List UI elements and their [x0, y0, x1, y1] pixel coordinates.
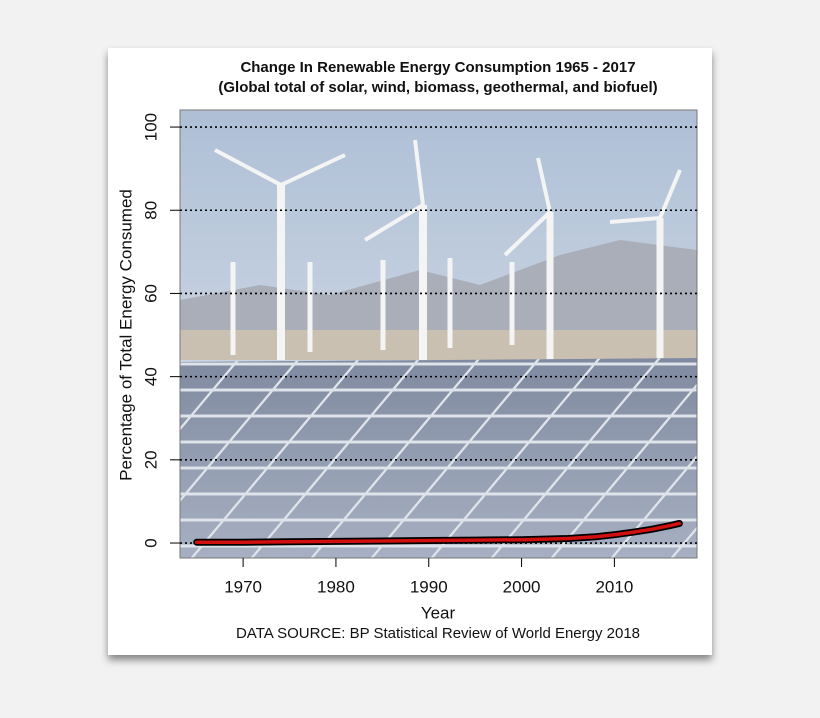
chart-subtitle: (Global total of solar, wind, biomass, g… [218, 79, 657, 96]
y-tick-label: 20 [141, 450, 160, 469]
line [194, 521, 682, 544]
y-tick-label: 60 [141, 284, 160, 303]
x-tick-label: 2000 [503, 577, 541, 596]
x-tick-label: 1970 [224, 577, 262, 596]
source-note: DATA SOURCE: BP Statistical Review of Wo… [236, 625, 640, 642]
y-tick-label: 100 [141, 113, 160, 141]
plot-frame [179, 109, 698, 559]
x-tick-label: 1980 [317, 577, 355, 596]
y-axis-label: Percentage of Total Energy Consumed [116, 189, 135, 481]
x-tick-label: 2010 [595, 577, 633, 596]
y-tick-label: 0 [141, 538, 160, 547]
x-tick-label: 1990 [410, 577, 448, 596]
chart-title: Change In Renewable Energy Consumption 1… [240, 59, 635, 76]
x-axis-label: Year [421, 603, 456, 622]
y-tick-label: 80 [141, 201, 160, 220]
background-photo [180, 110, 697, 558]
y-tick-label: 40 [141, 367, 160, 386]
